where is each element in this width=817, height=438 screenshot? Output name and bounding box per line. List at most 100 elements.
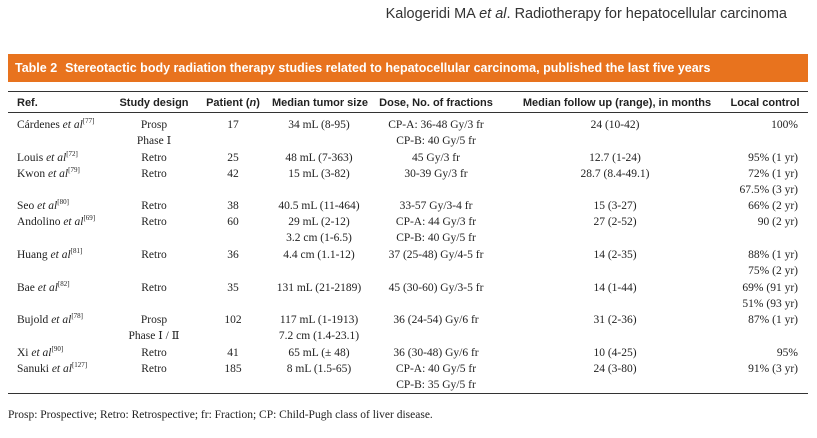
cell-local-control: 75% (2 yr) — [748, 265, 798, 277]
cell-study-design: Prosp — [140, 119, 168, 131]
ref-etal: et al — [62, 119, 83, 131]
ref-citation: [72] — [66, 150, 78, 159]
ref-author: Cárdenes — [17, 119, 63, 131]
header-patients-n: n — [249, 97, 257, 109]
ref-citation: [81] — [70, 247, 83, 256]
cell-dose: 37 (25-48) Gy/4-5 fr — [388, 249, 484, 261]
cell-tumor-size: 15 mL (3-82) — [288, 168, 350, 180]
cell-local-control: 87% (1 yr) — [748, 314, 798, 326]
cell-dose: 45 Gy/3 fr — [412, 152, 460, 164]
cell-patients: 38 — [227, 200, 239, 212]
cell-local-control: 88% (1 yr) — [748, 249, 798, 261]
cell-tumor-size: 34 mL (8-95) — [288, 119, 350, 131]
cell-follow-up: 12.7 (1-24) — [589, 152, 641, 164]
table-title-bar: Table 2 Stereotactic body radiation thera… — [8, 54, 808, 82]
cell-study-design: Phase Ⅰ / Ⅱ — [128, 330, 180, 342]
cell-follow-up: 31 (2-36) — [593, 314, 637, 326]
cell-patients: 35 — [227, 282, 239, 294]
cell-local-control: 66% (2 yr) — [748, 200, 798, 212]
cell-patients: 185 — [224, 363, 242, 375]
cell-local-control: 69% (91 yr) — [742, 282, 798, 294]
ref-etal: et al — [37, 282, 58, 294]
cell-follow-up: 15 (3-27) — [593, 200, 637, 212]
running-head-author: Kalogeridi MA — [385, 6, 480, 22]
table-bottom-rule — [8, 393, 808, 394]
table-label: Table 2 — [15, 61, 58, 75]
cell-patients: 42 — [227, 168, 239, 180]
ref-etal: et al — [37, 200, 58, 212]
table-top-rule — [8, 91, 808, 92]
cell-local-control: 90 (2 yr) — [757, 216, 798, 228]
cell-tumor-size: 3.2 cm (1-6.5) — [286, 232, 352, 244]
ref-author: Kwon — [17, 168, 48, 180]
ref-citation: [69] — [83, 214, 96, 223]
cell-patients: 25 — [227, 152, 239, 164]
cell-dose: CP-A: 36-48 Gy/3 fr — [388, 119, 484, 131]
header-patients-prefix: Patient ( — [206, 97, 250, 109]
ref-etal: et al — [31, 347, 52, 359]
ref-etal: et al — [46, 152, 67, 164]
cell-tumor-size: 8 mL (1.5-65) — [286, 363, 352, 375]
ref-citation: [127] — [71, 361, 88, 370]
cell-patients: 41 — [227, 347, 239, 359]
cell-tumor-size: 40.5 mL (11-464) — [278, 200, 360, 212]
ref-author: Seo — [17, 200, 38, 212]
cell-study-design: Retro — [141, 347, 167, 359]
header-dose: Dose, No. of fractions — [379, 97, 493, 109]
cell-patients: 17 — [227, 119, 239, 131]
ref-author: Sanuki — [17, 363, 52, 375]
cell-ref: Cárdenes et al[77] — [17, 118, 94, 132]
cell-tumor-size: 48 mL (7-363) — [285, 152, 353, 164]
cell-tumor-size: 7.2 cm (1.4-23.1) — [278, 330, 360, 342]
cell-study-design: Retro — [141, 216, 167, 228]
header-patients-suffix: ) — [256, 97, 260, 109]
ref-etal: et al — [50, 249, 71, 261]
header-local-control: Local control — [730, 97, 800, 109]
ref-author: Bae — [17, 282, 38, 294]
ref-etal: et al — [48, 168, 69, 180]
ref-author: Bujold — [17, 314, 52, 326]
cell-ref: Louis et al[72] — [17, 151, 78, 165]
cell-tumor-size: 65 mL (± 48) — [288, 347, 350, 359]
cell-tumor-size: 131 mL (21-2189) — [276, 282, 362, 294]
cell-study-design: Retro — [141, 200, 167, 212]
cell-tumor-size: 117 mL (1-1913) — [279, 314, 359, 326]
cell-ref: Kwon et al[79] — [17, 167, 80, 181]
cell-tumor-size: 4.4 cm (1.1-12) — [283, 249, 355, 261]
cell-dose: CP-B: 40 Gy/5 fr — [396, 232, 476, 244]
cell-follow-up: 27 (2-52) — [593, 216, 637, 228]
cell-dose: CP-B: 40 Gy/5 fr — [396, 135, 476, 147]
ref-citation: [82] — [57, 280, 70, 289]
cell-dose: 36 (30-48) Gy/6 fr — [393, 347, 479, 359]
header-tumor-size: Median tumor size — [272, 97, 368, 109]
ref-citation: [77] — [82, 117, 95, 126]
cell-ref: Bujold et al[78] — [17, 313, 83, 327]
cell-local-control: 95% — [776, 347, 798, 359]
cell-follow-up: 10 (4-25) — [593, 347, 637, 359]
cell-ref: Seo et al[80] — [17, 199, 69, 213]
ref-author: Andolino — [17, 216, 64, 228]
cell-dose: 36 (24-54) Gy/6 fr — [393, 314, 479, 326]
cell-study-design: Retro — [141, 152, 167, 164]
cell-local-control: 95% (1 yr) — [748, 152, 798, 164]
header-follow-up: Median follow up (range), in months — [522, 97, 712, 109]
cell-follow-up: 24 (3-80) — [593, 363, 637, 375]
ref-author: Louis — [17, 152, 47, 164]
cell-follow-up: 14 (2-35) — [593, 249, 637, 261]
cell-follow-up: 24 (10-42) — [590, 119, 640, 131]
cell-patients: 36 — [227, 249, 239, 261]
cell-patients: 60 — [227, 216, 239, 228]
ref-etal: et al — [51, 363, 72, 375]
ref-etal: et al — [63, 216, 84, 228]
header-study-design: Study design — [119, 97, 189, 109]
cell-study-design: Retro — [141, 363, 167, 375]
cell-follow-up: 28.7 (8.4-49.1) — [580, 168, 650, 180]
header-ref: Ref. — [17, 97, 38, 109]
table-header-rule — [8, 112, 808, 113]
ref-citation: [79] — [68, 166, 80, 175]
cell-dose: 30-39 Gy/3 fr — [404, 168, 468, 180]
cell-study-design: Retro — [141, 282, 167, 294]
ref-author: Huang — [17, 249, 51, 261]
cell-local-control: 72% (1 yr) — [748, 168, 798, 180]
running-head-etal: et al — [479, 6, 507, 22]
